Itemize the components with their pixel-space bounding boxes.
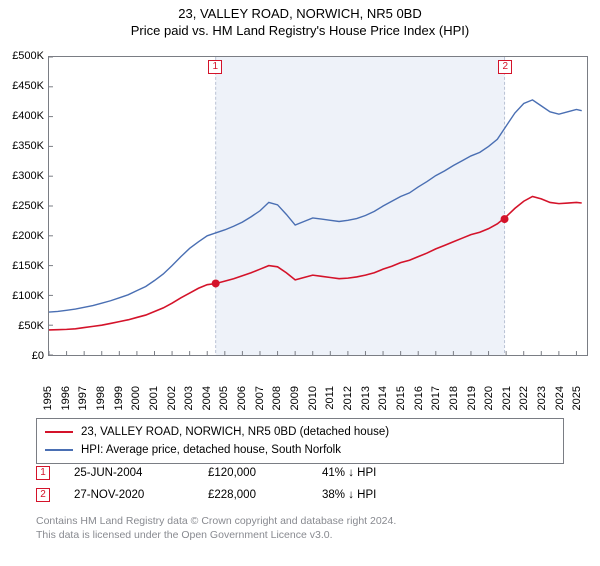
legend-label: 23, VALLEY ROAD, NORWICH, NR5 0BD (detac…: [81, 426, 389, 438]
x-axis-tick: 2025: [571, 386, 583, 410]
x-axis-tick: 2003: [183, 386, 195, 410]
sale-price: £120,000: [208, 467, 298, 479]
sale-row: 1 25-JUN-2004 £120,000 41% ↓ HPI: [36, 462, 564, 484]
x-axis-tick: 2010: [307, 386, 319, 410]
sale-marker-icon: 1: [36, 466, 50, 480]
x-axis-tick: 2022: [518, 386, 530, 410]
chart-area: £0 £50K £100K £150K £200K £250K £300K £350K £400…: [4, 52, 596, 412]
x-axis-tick: 1998: [95, 386, 107, 410]
sale-pct: 38% ↓ HPI: [322, 489, 432, 501]
sale-row: 2 27-NOV-2020 £228,000 38% ↓ HPI: [36, 484, 564, 506]
y-axis-tick: £0: [4, 350, 44, 362]
x-axis-tick: 2012: [342, 386, 354, 410]
legend-swatch: [45, 431, 73, 433]
y-axis-tick: £250K: [4, 200, 44, 212]
x-axis-tick: 2011: [324, 386, 336, 410]
plot-area: [48, 56, 588, 356]
page-title: 23, VALLEY ROAD, NORWICH, NR5 0BD: [0, 6, 600, 21]
x-axis-tick: 2016: [413, 386, 425, 410]
y-axis-tick: £400K: [4, 110, 44, 122]
x-axis-tick: 2009: [289, 386, 301, 410]
x-axis-tick: 2001: [148, 386, 160, 410]
footnote: Contains HM Land Registry data © Crown c…: [36, 514, 564, 542]
sale-marker-icon: 1: [208, 60, 222, 74]
x-axis-tick: 2019: [466, 386, 478, 410]
x-axis-tick: 2007: [254, 386, 266, 410]
x-axis-tick: 2021: [501, 386, 513, 410]
x-axis-tick: 2014: [377, 386, 389, 410]
sale-point-icon: [212, 280, 220, 288]
legend-item: 23, VALLEY ROAD, NORWICH, NR5 0BD (detac…: [45, 423, 555, 441]
sale-pct: 41% ↓ HPI: [322, 467, 432, 479]
sale-price: £228,000: [208, 489, 298, 501]
x-axis-tick: 2020: [483, 386, 495, 410]
sale-marker-icon: 2: [36, 488, 50, 502]
x-axis-tick: 2004: [201, 386, 213, 410]
y-axis-tick: £150K: [4, 260, 44, 272]
y-axis-tick: £100K: [4, 290, 44, 302]
page-subtitle: Price paid vs. HM Land Registry's House …: [0, 23, 600, 38]
y-axis-tick: £450K: [4, 80, 44, 92]
x-axis-tick: 2015: [395, 386, 407, 410]
sale-date: 25-JUN-2004: [74, 467, 184, 479]
x-axis-tick: 1996: [60, 386, 72, 410]
x-axis-tick: 1995: [42, 386, 54, 410]
x-axis-tick: 2006: [236, 386, 248, 410]
x-axis-tick: 2018: [448, 386, 460, 410]
chart-container: 23, VALLEY ROAD, NORWICH, NR5 0BD Price …: [0, 6, 600, 566]
x-axis-tick: 2000: [130, 386, 142, 410]
x-axis-tick: 2013: [360, 386, 372, 410]
x-axis-tick: 2005: [218, 386, 230, 410]
y-axis-tick: £500K: [4, 50, 44, 62]
legend: 23, VALLEY ROAD, NORWICH, NR5 0BD (detac…: [36, 418, 564, 464]
footnote-line: Contains HM Land Registry data © Crown c…: [36, 514, 564, 528]
legend-swatch: [45, 449, 73, 451]
legend-item: HPI: Average price, detached house, Sout…: [45, 441, 555, 459]
x-axis-tick: 2024: [554, 386, 566, 410]
legend-label: HPI: Average price, detached house, Sout…: [81, 444, 341, 456]
footnote-line: This data is licensed under the Open Gov…: [36, 528, 564, 542]
sale-date: 27-NOV-2020: [74, 489, 184, 501]
y-axis-tick: £200K: [4, 230, 44, 242]
x-axis-tick: 2002: [166, 386, 178, 410]
y-axis-tick: £300K: [4, 170, 44, 182]
x-axis-tick: 1997: [77, 386, 89, 410]
sales-table: 1 25-JUN-2004 £120,000 41% ↓ HPI 2 27-NO…: [36, 462, 564, 506]
y-axis-tick: £350K: [4, 140, 44, 152]
sale-point-icon: [501, 215, 509, 223]
sale-marker-icon: 2: [498, 60, 512, 74]
x-axis-tick: 2017: [430, 386, 442, 410]
y-axis-tick: £50K: [4, 320, 44, 332]
x-axis-tick: 1999: [113, 386, 125, 410]
x-axis-tick: 2023: [536, 386, 548, 410]
x-axis-tick: 2008: [271, 386, 283, 410]
